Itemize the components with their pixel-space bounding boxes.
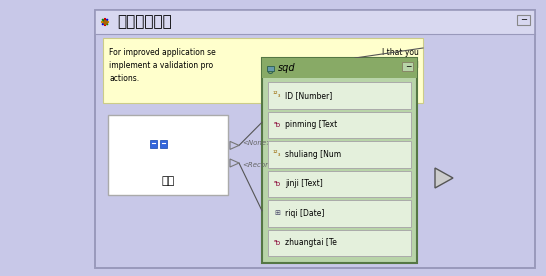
Text: pinming [Text: pinming [Text <box>285 120 337 129</box>
Bar <box>268 141 411 168</box>
Bar <box>262 58 417 78</box>
Bar <box>268 171 411 197</box>
Text: l that you: l that you <box>382 48 419 57</box>
Text: ¹²₃: ¹²₃ <box>273 92 281 98</box>
Text: For improved application se: For improved application se <box>109 48 216 57</box>
Bar <box>262 58 417 263</box>
Bar <box>95 10 535 268</box>
Text: jinji [Text]: jinji [Text] <box>285 179 323 188</box>
Text: sqd: sqd <box>278 63 295 73</box>
Text: <Records>: <Records> <box>242 162 282 168</box>
Text: zhuangtai [Te: zhuangtai [Te <box>285 238 337 247</box>
Text: actions.: actions. <box>109 74 139 83</box>
Bar <box>268 112 411 138</box>
Text: ᵃb: ᵃb <box>274 122 281 128</box>
Text: ᵃb: ᵃb <box>274 240 281 246</box>
Bar <box>268 230 411 256</box>
Text: ⊞: ⊞ <box>274 210 280 216</box>
Bar <box>95 10 535 34</box>
Bar <box>268 200 411 227</box>
Polygon shape <box>435 168 453 188</box>
Bar <box>402 62 413 71</box>
Bar <box>268 82 411 108</box>
Text: −: − <box>405 62 411 71</box>
Text: −: − <box>520 15 527 25</box>
Bar <box>150 140 157 148</box>
Bar <box>267 66 274 71</box>
Bar <box>161 140 168 148</box>
Text: ¹²₃: ¹²₃ <box>273 151 281 157</box>
Text: ID [Number]: ID [Number] <box>285 91 333 100</box>
Text: riqi [Date]: riqi [Date] <box>285 209 324 218</box>
Bar <box>103 38 423 103</box>
Text: shuliang [Num: shuliang [Num <box>285 150 341 159</box>
Text: 查询申请记录: 查询申请记录 <box>117 15 172 30</box>
Bar <box>95 10 535 268</box>
Bar <box>108 115 228 195</box>
Text: e actual: e actual <box>388 61 419 70</box>
Text: <None>: <None> <box>242 140 272 146</box>
Text: implement a validation pro: implement a validation pro <box>109 61 213 70</box>
Text: ᵃb: ᵃb <box>274 181 281 187</box>
Bar <box>517 15 530 25</box>
Text: 查询: 查询 <box>162 176 175 185</box>
